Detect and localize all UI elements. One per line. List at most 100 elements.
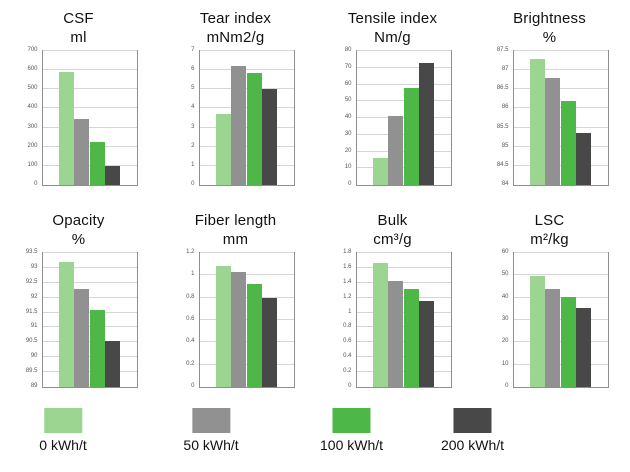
y-tick-label: 0: [34, 181, 38, 187]
chart-unit-text: %: [71, 231, 86, 248]
gridline: [42, 252, 137, 253]
bar-0-kwh-t: [216, 266, 232, 387]
gridline: [513, 88, 608, 90]
y-tick-label: 87: [501, 66, 509, 73]
y-tick-label: 1.2: [343, 293, 352, 300]
y-tick-label: 0: [505, 383, 509, 389]
chart-title: Bulk cm³/g: [373, 211, 412, 249]
chart-title-text: Opacity: [52, 212, 105, 229]
bar-50-kwh-t: [545, 77, 561, 185]
legend-label: 0 kWh/t: [39, 437, 87, 453]
y-tick-label: 100: [27, 161, 38, 168]
bar-group: [200, 253, 294, 387]
plot-area: [198, 252, 295, 388]
legend-label: 100 kWh/t: [320, 437, 384, 453]
chart-brightness: Brightness% 84 84.5 85 85.5 86 86.5 87 87.5: [471, 0, 628, 202]
chart-title-text: LSC: [534, 212, 565, 229]
bar-group: [43, 51, 137, 185]
bar-50-kwh-t: [388, 280, 404, 387]
chart-title-text: Tensile index: [347, 10, 438, 27]
legend-label: 50 kWh/t: [183, 437, 239, 453]
plot-area-wrap: 0 10 20 30 40 50 60: [491, 249, 609, 389]
gridline: [42, 107, 137, 109]
plot-area-wrap: 0 1 2 3 4 5 6 7: [177, 47, 295, 187]
y-tick-label: 93.5: [25, 249, 38, 255]
gridline: [356, 252, 451, 253]
chart-title-text: Tear index: [199, 10, 272, 27]
chart-title: Opacity%: [52, 211, 104, 249]
bar-100-kwh-t: [246, 73, 262, 185]
y-tick-label: 40: [501, 293, 509, 300]
y-tick-label: 91.5: [25, 308, 38, 315]
y-tick-label: 90.5: [25, 338, 38, 345]
legend-swatch-200-kwh-t: [453, 408, 492, 433]
plot-area: [41, 252, 138, 388]
bar-0-kwh-t: [373, 263, 389, 387]
chart-opacity: Opacity% 89 89.5 90 90.5 91 91.5 92 92.5 93 93.5: [0, 202, 157, 400]
y-tick-label: 90: [30, 353, 38, 360]
y-tick-label: 0: [348, 383, 352, 389]
bar-50-kwh-t: [74, 118, 90, 185]
chart-title-text: Brightness: [513, 10, 586, 27]
bar-100-kwh-t: [89, 141, 105, 185]
chart-title: LSC m²/kg: [530, 211, 569, 249]
bar-200-kwh-t: [575, 307, 591, 387]
y-axis: 0 100 200 300 400 500 600 700: [20, 47, 42, 187]
y-tick-label: 3: [191, 123, 195, 130]
chart-lsc: LSC m²/kg 0 10 20 30 40 50 60: [471, 202, 628, 400]
y-tick-label: 50: [501, 271, 509, 278]
bar-50-kwh-t: [388, 116, 404, 185]
gridline: [513, 252, 608, 253]
y-tick-label: 0.2: [343, 368, 352, 375]
chart-csf: CSF ml 0 100 200 300 400 500 600 700: [0, 0, 157, 202]
gridline: [356, 50, 451, 51]
y-tick-label: 0.8: [343, 323, 352, 330]
y-tick-label: 0.4: [186, 338, 195, 345]
gridline: [513, 50, 608, 51]
gridline: [42, 281, 137, 283]
y-tick-label: 0.6: [186, 316, 195, 322]
gridline: [356, 281, 451, 283]
bar-200-kwh-t: [261, 89, 277, 185]
y-tick-label: 5: [191, 85, 195, 92]
plot-area: [198, 50, 295, 186]
gridline: [42, 69, 137, 71]
y-tick-label: 87.5: [496, 47, 509, 53]
bar-50-kwh-t: [231, 66, 247, 185]
y-tick-label: 1.4: [343, 278, 352, 285]
chart-tear-index: Tear index mNm2/g 0 1 2 3 4 5 6 7: [157, 0, 314, 202]
gridline: [199, 252, 294, 253]
legend-item-200-kwh-t: 200 kWh/t: [441, 408, 504, 453]
legend-swatch-50-kwh-t: [192, 408, 231, 433]
bar-group: [200, 51, 294, 185]
y-tick-label: 0.2: [186, 360, 195, 367]
y-tick-label: 92.5: [25, 278, 38, 285]
y-tick-label: 4: [191, 104, 195, 111]
gridline: [42, 266, 137, 268]
y-tick-label: 200: [27, 142, 38, 149]
legend-item-100-kwh-t: 100 kWh/t: [320, 408, 383, 453]
y-tick-label: 50: [344, 97, 352, 104]
y-tick-label: 0.4: [343, 353, 352, 360]
y-tick-label: 0: [191, 181, 195, 187]
chart-unit-text: Nm/g: [374, 29, 411, 46]
plot-area-wrap: 0 0.2 0.4 0.6 0.8 1 1.2 1.4 1.6 1.8: [334, 249, 452, 389]
y-tick-label: 20: [501, 338, 509, 345]
y-axis: 84 84.5 85 85.5 86 86.5 87 87.5: [491, 47, 513, 187]
plot-area: [512, 50, 609, 186]
gridline: [42, 296, 137, 298]
chart-title: Tensile index Nm/g: [348, 9, 437, 47]
y-axis: 0 0.2 0.4 0.6 0.8 1 1.2 1.4 1.6 1.8: [334, 249, 356, 389]
y-tick-label: 1: [348, 308, 352, 315]
gridline: [513, 274, 608, 276]
y-axis: 0 10 20 30 40 50 60: [491, 249, 513, 389]
plot-area-wrap: 89 89.5 90 90.5 91 91.5 92 92.5 93 93.5: [20, 249, 138, 389]
chart-title-text: Bulk: [377, 212, 408, 229]
y-tick-label: 500: [27, 85, 38, 92]
gridline: [42, 50, 137, 51]
y-tick-label: 1: [191, 161, 195, 168]
legend-label: 200 kWh/t: [440, 437, 505, 453]
bar-0-kwh-t: [216, 114, 232, 185]
bar-200-kwh-t: [575, 133, 591, 185]
bar-0-kwh-t: [530, 58, 546, 185]
